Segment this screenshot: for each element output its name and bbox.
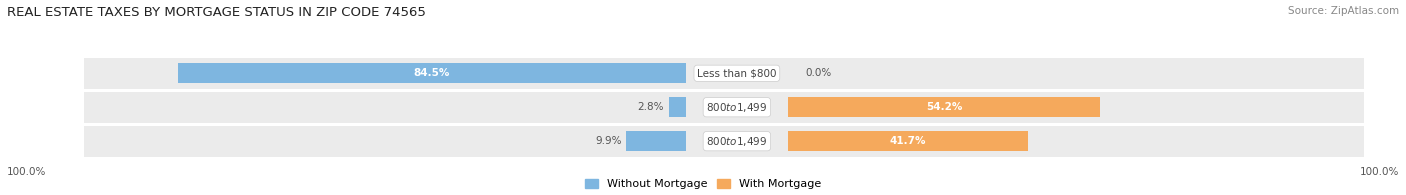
Text: 84.5%: 84.5% — [413, 68, 450, 78]
Bar — [787, 126, 1364, 157]
Bar — [787, 131, 1028, 151]
Bar — [686, 126, 787, 157]
Text: 2.8%: 2.8% — [637, 102, 664, 112]
Bar — [787, 92, 1364, 123]
Text: 0.0%: 0.0% — [806, 68, 831, 78]
Text: $800 to $1,499: $800 to $1,499 — [706, 101, 768, 114]
Bar — [669, 97, 686, 117]
Text: Less than $800: Less than $800 — [697, 68, 776, 78]
Text: Source: ZipAtlas.com: Source: ZipAtlas.com — [1288, 6, 1399, 16]
Text: 54.2%: 54.2% — [927, 102, 962, 112]
Text: REAL ESTATE TAXES BY MORTGAGE STATUS IN ZIP CODE 74565: REAL ESTATE TAXES BY MORTGAGE STATUS IN … — [7, 6, 426, 19]
Bar — [787, 58, 1364, 89]
Bar — [84, 92, 686, 123]
Bar — [84, 58, 686, 89]
Bar — [84, 126, 686, 157]
Text: $800 to $1,499: $800 to $1,499 — [706, 135, 768, 148]
Text: 100.0%: 100.0% — [1360, 167, 1399, 177]
Bar — [686, 58, 787, 89]
Bar — [787, 97, 1099, 117]
Text: 100.0%: 100.0% — [7, 167, 46, 177]
Bar — [626, 131, 686, 151]
Text: 41.7%: 41.7% — [890, 136, 927, 146]
Bar — [686, 92, 787, 123]
Bar — [177, 63, 686, 83]
Text: 9.9%: 9.9% — [595, 136, 621, 146]
Legend: Without Mortgage, With Mortgage: Without Mortgage, With Mortgage — [585, 179, 821, 190]
